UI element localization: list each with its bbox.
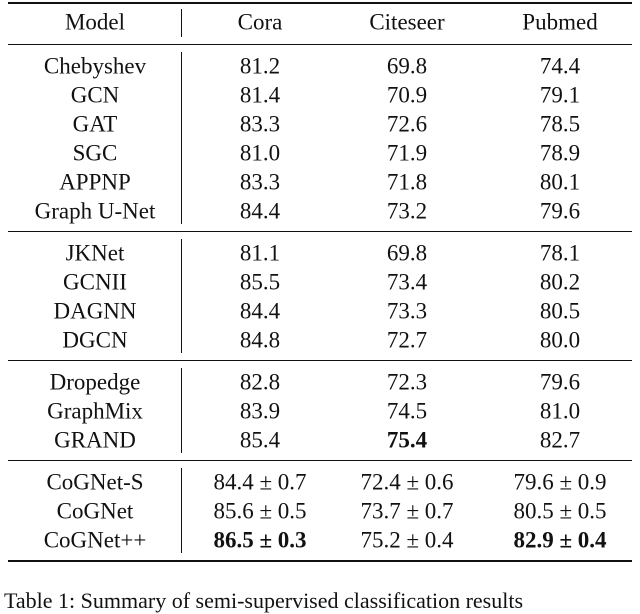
score-cell: 80.5	[539, 298, 581, 324]
model-name: GCNII	[63, 269, 127, 295]
score-cell: 81.0	[239, 140, 281, 166]
model-name: Chebyshev	[43, 53, 147, 79]
score-cell: 83.9	[239, 398, 281, 424]
score-cell: 80.1	[539, 169, 581, 195]
column-divider	[181, 368, 182, 453]
score-cell: 79.6	[539, 198, 581, 224]
score-cell: 81.2	[239, 53, 281, 79]
model-name: CoGNet	[56, 498, 134, 524]
model-name: CoGNet++	[43, 527, 147, 553]
score-cell: 71.9	[386, 140, 428, 166]
model-name: GCN	[70, 82, 120, 108]
column-divider	[181, 468, 182, 553]
score-cell: 71.8	[386, 169, 428, 195]
score-cell: 84.4 ± 0.7	[213, 469, 307, 495]
model-name: GRAND	[54, 427, 136, 453]
model-name: JKNet	[65, 240, 125, 266]
score-cell: 84.4	[239, 298, 281, 324]
header-cell: Citeseer	[369, 9, 445, 35]
group-rule	[8, 231, 632, 232]
score-cell: 73.2	[386, 198, 428, 224]
model-name: Graph U-Net	[34, 198, 156, 224]
score-cell: 72.4 ± 0.6	[360, 469, 454, 495]
header-cell: Pubmed	[522, 9, 598, 35]
score-cell: 73.7 ± 0.7	[360, 498, 454, 524]
score-cell: 72.7	[386, 327, 428, 353]
score-cell: 82.8	[239, 369, 281, 395]
score-cell: 72.3	[386, 369, 428, 395]
score-cell: 78.1	[539, 240, 581, 266]
header-rule	[8, 44, 632, 45]
score-cell: 79.1	[539, 82, 581, 108]
score-cell: 80.0	[539, 327, 581, 353]
score-cell: 81.0	[539, 398, 581, 424]
score-cell: 81.4	[239, 82, 281, 108]
score-cell: 72.6	[386, 111, 428, 137]
bottom-rule	[8, 560, 632, 562]
model-name: DGCN	[62, 327, 128, 353]
score-cell: 78.9	[539, 140, 581, 166]
score-cell: 73.4	[386, 269, 428, 295]
score-cell: 85.4	[239, 427, 281, 453]
model-name: Dropedge	[49, 369, 141, 395]
score-cell: 75.2 ± 0.4	[360, 527, 454, 553]
top-rule	[8, 2, 632, 4]
score-cell: 80.2	[539, 269, 581, 295]
score-cell: 78.5	[539, 111, 581, 137]
score-cell: 83.3	[239, 111, 281, 137]
score-cell: 70.9	[386, 82, 428, 108]
score-cell: 84.8	[239, 327, 281, 353]
model-name: DAGNN	[53, 298, 137, 324]
score-cell: 74.5	[386, 398, 428, 424]
header-cell: Cora	[237, 9, 283, 35]
score-cell: 80.5 ± 0.5	[513, 498, 607, 524]
score-cell: 86.5 ± 0.3	[213, 527, 307, 553]
column-divider	[181, 9, 182, 37]
score-cell: 82.7	[539, 427, 581, 453]
model-name: GraphMix	[47, 398, 143, 424]
score-cell: 69.8	[386, 240, 428, 266]
model-name: CoGNet-S	[46, 469, 144, 495]
score-cell: 69.8	[386, 53, 428, 79]
score-cell: 85.6 ± 0.5	[213, 498, 307, 524]
model-name: SGC	[72, 140, 118, 166]
model-name: GAT	[72, 111, 118, 137]
score-cell: 81.1	[239, 240, 281, 266]
column-divider	[181, 239, 182, 353]
score-cell: 82.9 ± 0.4	[513, 527, 607, 553]
score-cell: 85.5	[239, 269, 281, 295]
score-cell: 73.3	[386, 298, 428, 324]
score-cell: 79.6	[539, 369, 581, 395]
score-cell: 74.4	[539, 53, 581, 79]
model-name: APPNP	[59, 169, 131, 195]
column-divider	[181, 52, 182, 224]
group-rule	[8, 360, 632, 361]
caption: Table 1: Summary of semi-supervised clas…	[4, 588, 524, 613]
header-cell: Model	[64, 9, 126, 35]
score-cell: 84.4	[239, 198, 281, 224]
score-cell: 75.4	[386, 427, 428, 453]
score-cell: 83.3	[239, 169, 281, 195]
score-cell: 79.6 ± 0.9	[513, 469, 607, 495]
group-rule	[8, 460, 632, 461]
